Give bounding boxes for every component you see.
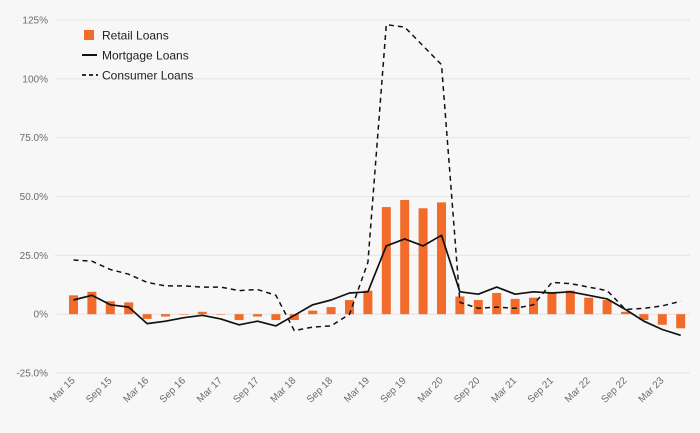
retail-bar — [657, 314, 667, 325]
retail-bar — [345, 300, 354, 315]
x-axis-ticks: Mar 15 Sep 15 Mar 16 Sep 16 Mar 17 Sep 17 Mar … — [48, 375, 667, 406]
retail-bar — [253, 314, 262, 317]
y-tick-label: -25.0% — [16, 369, 48, 380]
x-tick-label: Mar 22 — [563, 375, 593, 405]
legend-label-mortgage: Mortgage Loans — [102, 49, 189, 63]
retail-bar — [216, 314, 226, 315]
retail-bar — [271, 314, 281, 321]
retail-bar — [197, 311, 207, 315]
retail-bar — [529, 297, 538, 315]
x-tick-label: Mar 21 — [489, 375, 519, 405]
retail-bar — [234, 314, 244, 321]
retail-bar — [584, 297, 594, 315]
x-tick-label: Mar 17 — [195, 375, 225, 405]
x-tick-label: Sep 17 — [231, 375, 261, 405]
x-tick-label: Mar 19 — [342, 375, 372, 405]
gridlines — [55, 19, 690, 374]
x-tick-label: Mar 18 — [269, 375, 299, 405]
x-tick-label: Sep 16 — [158, 375, 188, 405]
retail-bar — [418, 208, 428, 315]
x-tick-label: Mar 23 — [637, 375, 667, 405]
retail-bar — [124, 302, 134, 315]
x-tick-label: Sep 20 — [452, 375, 482, 405]
line-series — [73, 23, 681, 337]
legend-label-consumer: Consumer Loans — [102, 69, 193, 83]
retail-bar — [69, 295, 78, 315]
retail-bar — [473, 300, 483, 315]
x-tick-label: Sep 15 — [84, 375, 114, 405]
retail-bar — [400, 200, 410, 315]
legend-label-retail: Retail Loans — [102, 29, 169, 43]
retail-bar — [602, 300, 612, 315]
y-tick-label: 0% — [34, 310, 49, 321]
retail-bar — [87, 291, 97, 315]
retail-bar — [565, 290, 575, 315]
y-axis-ticks: -25.0% 0% 25.0% 50.0% 75.0% 100% 125% — [16, 16, 48, 380]
retail-bar — [492, 292, 502, 315]
y-tick-label: 50.0% — [20, 192, 48, 203]
retail-bar — [142, 314, 152, 319]
retail-bar — [676, 314, 686, 329]
x-tick-label: Sep 19 — [379, 375, 409, 405]
y-tick-label: 25.0% — [20, 251, 48, 262]
y-tick-label: 75.0% — [20, 133, 48, 144]
retail-bar — [510, 298, 520, 315]
retail-bar — [308, 310, 318, 315]
x-tick-label: Mar 20 — [416, 375, 446, 405]
retail-bar — [179, 314, 189, 315]
retail-bar — [381, 207, 391, 315]
retail-bar — [161, 314, 170, 317]
x-tick-label: Mar 16 — [121, 375, 151, 405]
legend: Retail Loans Mortgage Loans Consumer Loa… — [82, 29, 193, 83]
x-tick-label: Sep 21 — [526, 375, 556, 405]
retail-bar — [289, 314, 299, 321]
legend-swatch-retail — [84, 30, 94, 40]
retail-bars — [69, 200, 686, 329]
retail-bar — [639, 314, 649, 321]
retail-bar — [547, 292, 557, 315]
retail-bar — [455, 296, 465, 315]
y-tick-label: 100% — [22, 74, 48, 85]
retail-bar — [326, 307, 336, 315]
x-tick-label: Sep 22 — [599, 375, 629, 405]
x-tick-label: Sep 18 — [305, 375, 335, 405]
retail-bar — [437, 202, 446, 315]
retail-bar — [105, 301, 115, 315]
y-tick-label: 125% — [22, 16, 48, 27]
consumer-line — [73, 23, 681, 332]
retail-bar — [363, 290, 373, 315]
x-tick-label: Mar 15 — [48, 375, 78, 405]
mortgage-line — [73, 234, 681, 337]
retail-bar — [621, 311, 630, 315]
